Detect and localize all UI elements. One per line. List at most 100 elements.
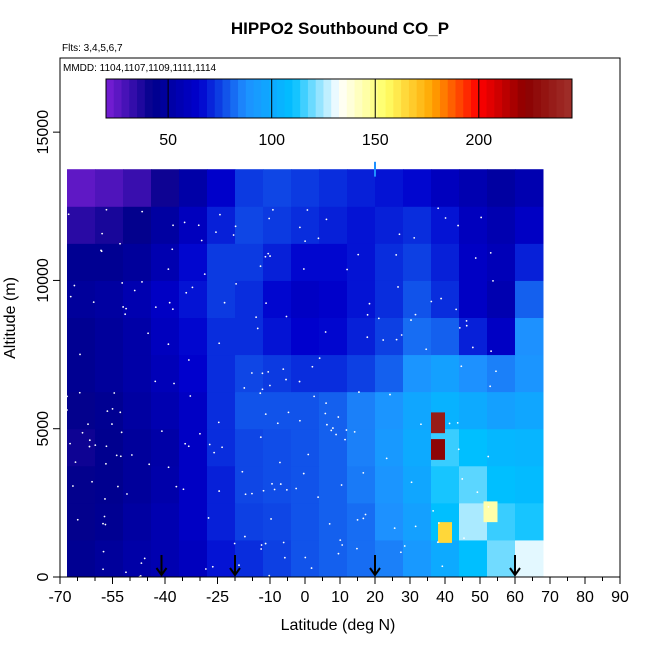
sample-dot — [358, 391, 360, 393]
x-tick-label: -55 — [101, 589, 124, 606]
colorbar-segment — [416, 79, 425, 118]
heatmap-cell — [179, 317, 208, 356]
colorbar-tick-label: 100 — [258, 132, 285, 149]
colorbar-segment — [393, 79, 402, 118]
heatmap-cell — [291, 539, 320, 578]
hotspot-cell — [483, 501, 498, 523]
sample-dot — [175, 485, 178, 488]
sample-dot — [474, 257, 477, 259]
colorbar-segment — [106, 79, 115, 118]
sample-dot — [91, 480, 93, 483]
sample-dot — [115, 454, 118, 457]
colorbar-segment — [206, 79, 216, 118]
sample-dot — [69, 442, 71, 445]
sample-dot — [219, 213, 221, 216]
sample-dot — [317, 496, 320, 499]
heatmap-cell — [459, 243, 488, 281]
sample-dot — [337, 416, 340, 418]
heatmap-cell — [179, 539, 208, 578]
sample-dot — [262, 489, 265, 492]
x-tick-label: 30 — [401, 589, 419, 606]
x-axis-label: Latitude (deg N) — [281, 617, 396, 634]
sample-dot — [430, 300, 433, 303]
sample-dot — [425, 348, 428, 351]
heatmap-cell — [431, 280, 460, 318]
colorbar-segment — [354, 79, 363, 118]
heatmap-cell — [95, 317, 124, 356]
colorbar-segment — [121, 79, 130, 118]
sample-dot — [356, 547, 358, 550]
sample-dot — [397, 286, 399, 288]
colorbar-segment — [191, 79, 200, 118]
sample-dot — [197, 224, 200, 227]
colorbar-segment — [471, 79, 480, 118]
y-axis: 0 5000 10000 15000 — [35, 110, 60, 581]
x-tick-label: 90 — [611, 589, 629, 606]
heatmap-cell — [207, 317, 236, 356]
x-tick-label: -70 — [48, 589, 71, 606]
sample-dot — [364, 513, 367, 516]
sample-dot — [455, 308, 458, 311]
sample-dot — [264, 542, 267, 545]
heatmap-cell — [123, 502, 152, 541]
sample-dot — [444, 217, 447, 219]
sample-dot — [244, 493, 247, 496]
sample-dot — [298, 380, 301, 383]
colorbar-segment — [183, 79, 192, 118]
sample-dot — [265, 302, 267, 304]
sample-dot — [160, 430, 163, 433]
x-tick-label: 40 — [436, 589, 454, 606]
heatmap-cell — [95, 428, 124, 467]
heatmap-cell — [179, 206, 208, 244]
heatmap-cell — [347, 502, 376, 541]
colorbar-segment — [144, 79, 154, 118]
sample-dot — [259, 265, 262, 268]
heatmap-cell — [487, 354, 516, 393]
y-tick-label: 15000 — [35, 110, 52, 155]
sample-dot — [66, 409, 68, 411]
heatmap-cell — [487, 391, 516, 430]
heatmap-cell — [151, 317, 180, 356]
sample-dot — [340, 484, 343, 486]
sample-dot — [100, 249, 102, 252]
colorbar-segment — [292, 79, 301, 118]
colorbar-border — [105, 78, 573, 119]
heatmap-cell — [67, 354, 96, 393]
heatmap-cell — [515, 354, 544, 393]
heatmap-cell — [347, 280, 376, 318]
marker-head — [229, 567, 241, 577]
marker-head — [369, 567, 381, 577]
sample-dot — [167, 268, 170, 271]
heatmap-cell — [403, 243, 432, 281]
colorbar-segment — [113, 79, 123, 118]
heatmap-cell — [515, 391, 544, 430]
colorbar-segment — [331, 79, 340, 118]
sample-dot — [461, 478, 464, 480]
heatmap-cell — [375, 354, 404, 393]
sample-dot — [171, 248, 174, 251]
sample-dot — [105, 208, 108, 211]
sample-dot — [457, 224, 460, 227]
heatmap-cell — [375, 502, 404, 541]
heatmap-cell — [459, 354, 488, 393]
colorbar-segment — [556, 79, 565, 118]
sample-dot — [414, 313, 417, 316]
heatmap-cell — [375, 206, 404, 244]
heatmap-cell — [207, 169, 236, 207]
heatmap-cell — [235, 391, 264, 430]
sample-dot — [221, 446, 223, 449]
sample-dot — [102, 568, 104, 571]
sample-dot — [182, 488, 185, 491]
heatmap-cell — [375, 391, 404, 430]
sample-dot — [88, 439, 91, 442]
sample-dot — [185, 291, 188, 294]
sample-dot — [465, 319, 468, 322]
sample-dot — [168, 301, 171, 304]
heatmap-cell — [151, 243, 180, 281]
sample-dot — [353, 430, 356, 433]
heatmap-cell — [319, 280, 348, 318]
heatmap-cell — [263, 280, 292, 318]
sample-dot — [276, 422, 279, 425]
heatmap-cell — [67, 169, 96, 207]
chart-title: HIPPO2 Southbound CO_P — [231, 19, 449, 38]
